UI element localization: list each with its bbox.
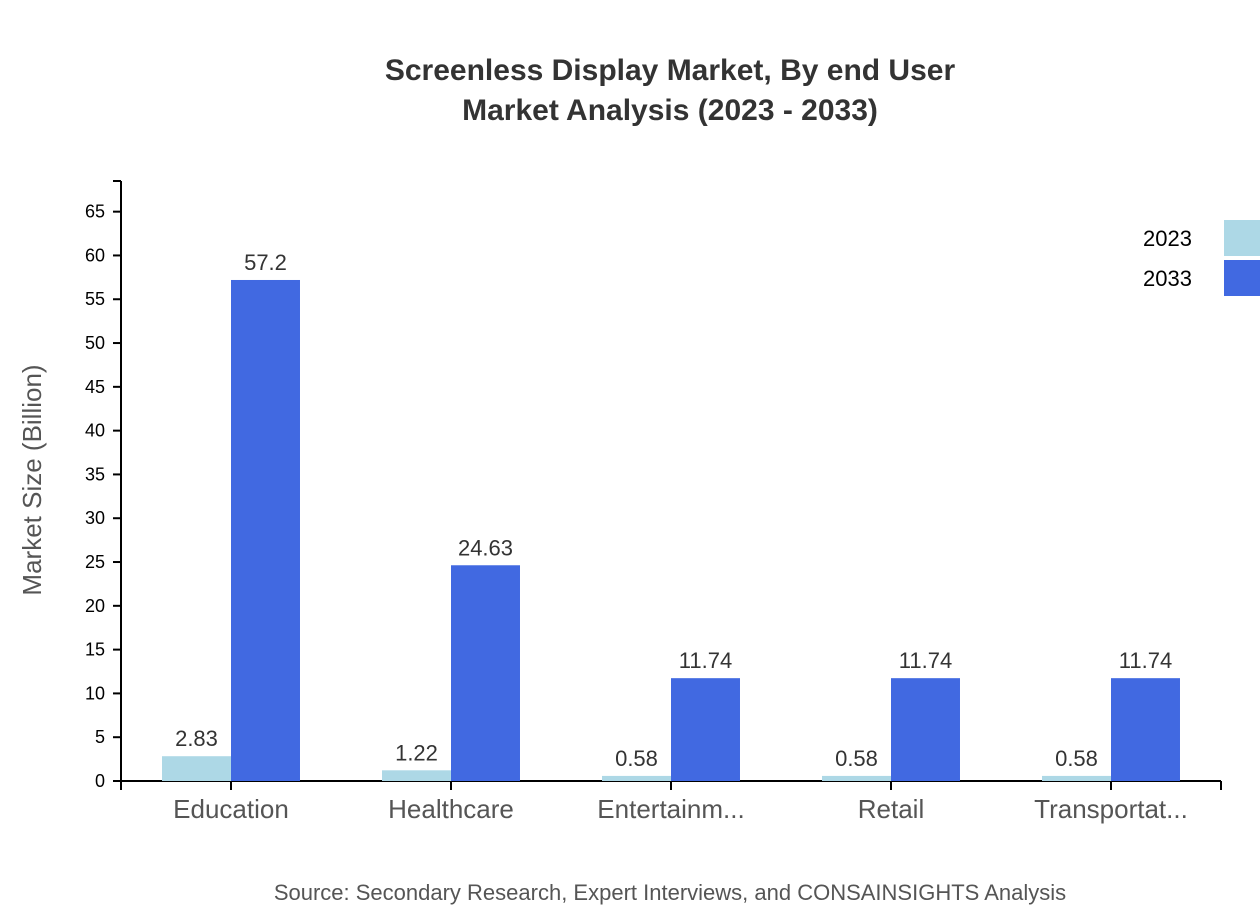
y-tick-label: 65 — [85, 202, 105, 222]
bar-2023-Retail — [822, 775, 891, 781]
y-tick-label: 25 — [85, 552, 105, 572]
y-tick-label: 10 — [85, 683, 105, 703]
x-tick-label: Entertainm... — [597, 794, 744, 824]
bar-2023-Entertainm... — [602, 775, 671, 781]
y-axis-label: Market Size (Billion) — [17, 364, 47, 595]
bar-2033-Retail — [891, 678, 960, 781]
y-tick-label: 5 — [95, 727, 105, 747]
y-tick-label: 0 — [95, 771, 105, 791]
bar-2033-Healthcare — [451, 565, 520, 781]
y-tick-label: 45 — [85, 377, 105, 397]
data-label: 11.74 — [679, 648, 732, 673]
source-note: Source: Secondary Research, Expert Inter… — [274, 880, 1066, 905]
data-label: 0.58 — [615, 746, 658, 771]
y-tick-label: 50 — [85, 333, 105, 353]
bar-2023-Education — [162, 756, 231, 781]
y-tick-label: 30 — [85, 508, 105, 528]
legend-label: 2023 — [1143, 226, 1192, 251]
y-tick-label: 15 — [85, 640, 105, 660]
bar-2023-Healthcare — [382, 770, 451, 781]
x-tick-label: Education — [173, 794, 289, 824]
x-tick-label: Healthcare — [388, 794, 514, 824]
data-label: 0.58 — [1055, 746, 1098, 771]
y-tick-label: 60 — [85, 245, 105, 265]
x-tick-label: Retail — [858, 794, 924, 824]
data-label: 11.74 — [1119, 648, 1172, 673]
data-label: 1.22 — [395, 740, 438, 765]
data-label: 2.83 — [175, 726, 218, 751]
legend-swatch-2033 — [1224, 260, 1260, 296]
y-tick-label: 35 — [85, 464, 105, 484]
chart-subtitle: Market Analysis (2023 - 2033) — [462, 94, 878, 127]
x-tick-label: Transportat... — [1034, 794, 1188, 824]
bar-2033-Transportat... — [1111, 678, 1180, 781]
bar-2033-Entertainm... — [671, 678, 740, 781]
data-label: 24.63 — [458, 535, 513, 560]
data-label: 11.74 — [899, 648, 952, 673]
chart-title: Screenless Display Market, By end User — [385, 54, 956, 87]
y-tick-label: 55 — [85, 289, 105, 309]
legend-swatch-2023 — [1224, 220, 1260, 256]
y-tick-label: 20 — [85, 596, 105, 616]
legend-label: 2033 — [1143, 266, 1192, 291]
y-tick-label: 40 — [85, 421, 105, 441]
bar-2033-Education — [231, 279, 300, 781]
data-label: 0.58 — [835, 746, 878, 771]
bar-2023-Transportat... — [1042, 775, 1111, 781]
data-label: 57.2 — [244, 250, 287, 275]
